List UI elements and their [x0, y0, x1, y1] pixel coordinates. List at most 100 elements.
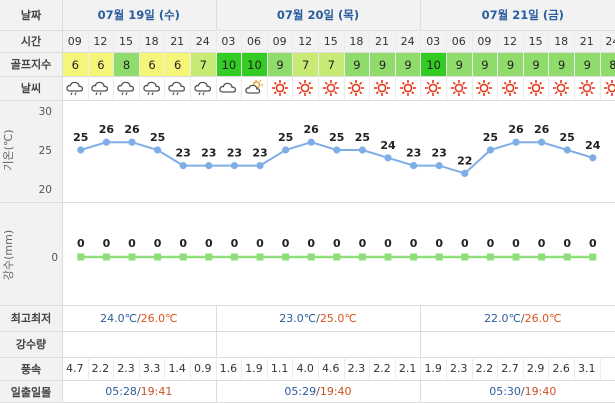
precipitation-data-label: 0 — [256, 237, 264, 250]
temperature-point — [486, 146, 494, 154]
temperature-data-label: 23 — [252, 147, 267, 160]
sun-icon — [472, 76, 498, 100]
precipitation-point — [230, 253, 238, 261]
temperature-point — [333, 146, 341, 154]
sunrise-sunset-row-label: 일출일몰 — [10, 385, 52, 399]
sunrise-sunset: 05:30/19:40 — [420, 380, 615, 403]
y-axis-label: 기온(℃) — [2, 129, 15, 170]
hour-cell: 21 — [374, 34, 389, 48]
golf-index-cell: 9 — [523, 53, 549, 76]
sun-icon — [369, 76, 395, 100]
min-temp: 23.0℃ — [279, 311, 317, 325]
wind-speed-cell: 4.0 — [296, 362, 314, 375]
precipitation-data-label: 0 — [154, 237, 162, 250]
golf-index-cell: 10 — [421, 53, 446, 76]
partly-cloudy-icon — [241, 76, 267, 100]
hour-cell: 12 — [93, 34, 108, 48]
y-tick-label: 20 — [39, 184, 52, 196]
precipitation-point — [205, 253, 213, 261]
temperature-data-label: 24 — [380, 139, 396, 152]
golf-index-cell: 9 — [447, 53, 472, 76]
wind-speed-cell: 2.1 — [398, 362, 417, 375]
precipitation-point — [282, 253, 290, 261]
precipitation-point — [256, 253, 264, 261]
golf-index-cell: 10 — [216, 53, 242, 76]
precipitation-data-label: 0 — [128, 237, 136, 250]
temperature-data-label: 25 — [329, 131, 344, 144]
hour-cell: 12 — [298, 34, 313, 48]
hour-cell: 06 — [246, 34, 261, 48]
weather-row-label: 날씨 — [20, 82, 42, 95]
wind-speed-cell: 2.2 — [475, 362, 494, 375]
wind-speed-cell: 1.9 — [424, 362, 442, 375]
sun-icon — [600, 76, 615, 100]
wind-speed-cell: 3.3 — [142, 362, 161, 375]
precipitation-point — [358, 253, 366, 261]
max-temp: 26.0℃ — [524, 311, 562, 325]
sun-icon — [574, 76, 600, 100]
hour-cell: 15 — [528, 34, 543, 48]
sun-icon — [318, 76, 344, 100]
golf-index-cell: 7 — [319, 53, 344, 76]
time-row-label: 시간 — [20, 35, 42, 48]
temperature-point — [384, 154, 392, 162]
temperature-data-label: 26 — [124, 123, 140, 136]
separator: / — [136, 311, 141, 325]
min-temp: 22.0℃ — [484, 311, 521, 325]
precipitation-data-label: 0 — [282, 237, 290, 250]
y-axis-label: 강수(mm) — [2, 230, 15, 280]
date-header: 07월 19일 (수) — [97, 8, 180, 22]
precipitation-data-label: 0 — [384, 237, 392, 250]
hour-cell: 24 — [195, 34, 210, 48]
temperature-point — [179, 162, 187, 170]
wind-speed-cell: 2.2 — [373, 362, 391, 375]
date-header: 07월 21일 (금) — [481, 8, 564, 22]
golf-index-cell: 6 — [63, 53, 88, 76]
precipitation-data-label: 0 — [77, 237, 85, 250]
golf-index-cell: 7 — [293, 53, 318, 76]
cloudy-rain-icon — [88, 76, 114, 100]
golf-index-cell: 9 — [472, 53, 498, 76]
hour-cell: 03 — [221, 34, 236, 48]
precipitation-point — [410, 253, 418, 261]
y-tick-label: 25 — [39, 145, 52, 157]
sun-icon — [267, 76, 293, 100]
temperature-point — [538, 138, 546, 146]
precipitation-data-label: 0 — [538, 237, 546, 250]
sunrise-time: 05:30 — [489, 385, 521, 398]
precipitation-point — [512, 253, 520, 261]
temperature-point — [128, 138, 136, 146]
sun-icon — [548, 76, 574, 100]
sunset-time: 19:40 — [524, 385, 557, 398]
precipitation-point — [538, 253, 546, 261]
precipitation-point — [435, 253, 443, 261]
wind-speed-cell: 4.7 — [66, 362, 84, 375]
temperature-point — [435, 162, 443, 170]
hour-cell: 18 — [349, 34, 364, 48]
precipitation-point — [486, 253, 494, 261]
sun-icon — [523, 76, 549, 100]
golf-index-row-label: 골프지수 — [10, 58, 52, 71]
precipitation-point — [333, 253, 341, 261]
precipitation-chart: 강수(mm) 0 0 0 0 0 0 0 0 0 0 0 0 0 0 0 0 0 0 0 0 0 0 — [2, 230, 597, 280]
temperature-point — [358, 146, 366, 154]
hour-cell: 15 — [323, 34, 338, 48]
wind-speed-cell: 3.1 — [578, 362, 596, 375]
golf-index-cell: 9 — [344, 53, 370, 76]
temperature-data-label: 23 — [201, 147, 216, 160]
temperature-point — [102, 138, 110, 146]
sun-icon — [395, 76, 421, 100]
sun-icon — [420, 76, 446, 100]
golf-index-cell: 7 — [191, 53, 216, 76]
hour-cell: 09 — [272, 34, 287, 48]
temperature-data-label: 23 — [406, 147, 421, 160]
precipitation-point — [77, 253, 85, 261]
hour-cell: 24 — [400, 34, 415, 48]
wind-speed-cell: 4.6 — [322, 362, 340, 375]
separator: / — [520, 385, 525, 398]
precipitation-data-label: 0 — [231, 237, 239, 250]
temperature-data-label: 26 — [534, 123, 550, 136]
temperature-chart: 기온(℃) 20 25 30 25 26 26 25 23 23 23 23 25 26 25 25 24 23 2… — [2, 106, 601, 196]
sun-icon — [497, 76, 523, 100]
golf-index-cell: 9 — [575, 53, 600, 76]
